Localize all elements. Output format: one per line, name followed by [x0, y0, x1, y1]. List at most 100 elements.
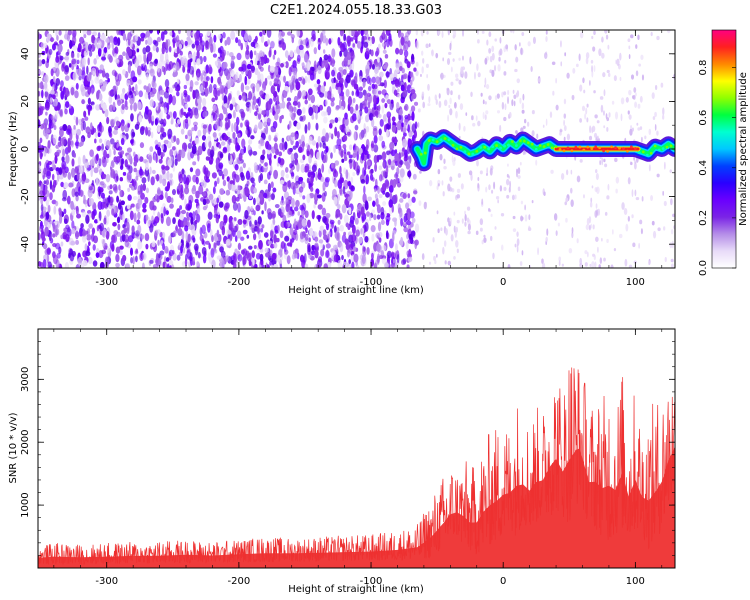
spectrogram-noise-cell	[245, 170, 251, 181]
spectrogram-noise-cell	[201, 246, 207, 256]
spectrogram-noise-cell	[307, 244, 311, 253]
spectrogram-noise-cell	[403, 215, 408, 223]
signal-track-dot	[471, 152, 475, 156]
spectrogram-speckle	[531, 200, 534, 204]
spectrogram-speckle	[628, 89, 632, 96]
spectrogram-noise-cell	[65, 154, 70, 164]
spectrogram-noise-cell	[44, 184, 48, 195]
spectrogram-noise-cell	[96, 145, 101, 152]
spectrogram-noise-cell	[379, 35, 384, 43]
spectrogram-noise-cell	[370, 49, 374, 57]
spectrogram-speckle	[432, 237, 435, 243]
spectrogram-noise-cell	[102, 238, 106, 249]
spectrogram-noise-cell	[313, 83, 319, 88]
spectrogram-noise-cell	[315, 112, 318, 120]
spectrogram-noise-cell	[64, 30, 68, 41]
spectrogram-noise-cell	[233, 138, 237, 145]
spectrogram-noise-cell	[396, 101, 400, 110]
spectrogram-noise-cell	[217, 207, 220, 216]
spectrogram-noise-cell	[94, 154, 99, 165]
spectrogram-speckle	[488, 31, 492, 38]
signal-track-dot	[467, 152, 471, 156]
spectrogram-noise-cell	[76, 172, 80, 181]
spectrogram-noise-cell	[365, 68, 370, 76]
spectrogram-noise-cell	[345, 169, 349, 180]
spectrogram-noise-cell	[412, 173, 417, 180]
spectrogram-noise-cell	[411, 134, 415, 143]
signal-track-dot	[499, 146, 502, 150]
spectrogram-speckle	[604, 163, 608, 168]
spectrogram-noise-cell	[311, 140, 317, 146]
spectrogram-speckle	[499, 37, 502, 44]
spectrogram-noise-cell	[145, 162, 149, 171]
spectrogram-noise-cell	[289, 110, 293, 118]
spectrogram-speckle	[479, 227, 483, 232]
spectrogram-speckle	[584, 250, 588, 255]
spectrogram-speckle	[579, 263, 583, 268]
spectrogram-noise-cell	[269, 164, 273, 174]
spectrogram-speckle	[631, 214, 634, 219]
spectrogram-noise-cell	[311, 33, 317, 42]
spectrogram-noise-cell	[384, 54, 389, 59]
spectrogram-speckle	[585, 107, 588, 115]
spectrogram-noise-cell	[189, 256, 194, 267]
spectrogram-noise-cell	[281, 31, 285, 37]
spectrogram-speckle	[606, 117, 610, 122]
snr-frame	[37, 328, 676, 569]
spectrogram-noise-cell	[127, 164, 131, 169]
spectrogram-noise-cell	[199, 234, 204, 242]
spectrogram-noise-cell	[66, 195, 71, 205]
spectrogram-noise-cell	[255, 252, 261, 260]
spectrogram-noise-cell	[401, 74, 404, 83]
colorbar-ticks: 0.00.20.40.60.8	[698, 60, 736, 276]
spectrogram-noise-cell	[176, 137, 180, 145]
signal-track-dot	[463, 150, 467, 154]
spectrogram-noise-cell	[358, 147, 363, 155]
spectrogram-noise-cell	[160, 127, 165, 133]
spectrogram-speckle	[481, 30, 485, 34]
spectrogram-speckle	[630, 161, 633, 166]
spectrogram-noise-cell	[95, 54, 100, 60]
spectrogram-noise-cell	[154, 58, 158, 64]
spectrogram-speckle	[613, 75, 617, 82]
spectrogram-noise-cell	[39, 137, 43, 144]
spectrogram-noise-cell	[257, 112, 262, 120]
spectrogram-noise-cell	[235, 116, 240, 126]
spectrogram-noise-cell	[64, 108, 68, 115]
spectrogram-noise-cell	[258, 239, 263, 250]
spectrogram-noise-cell	[120, 137, 125, 146]
spectrogram-noise-cell	[184, 258, 188, 267]
spectrogram-speckle	[521, 216, 524, 221]
spectrogram-noise-cell	[88, 50, 93, 57]
spectrogram-speckle	[499, 124, 502, 132]
spectrogram-speckle	[524, 204, 526, 211]
spectrogram-noise-cell	[86, 233, 92, 241]
spectrogram-speckle	[527, 41, 531, 47]
spectrogram-noise-cell	[144, 106, 149, 115]
spectrogram-noise-cell	[246, 234, 250, 239]
spectrogram-noise-cell	[263, 232, 269, 238]
spectrogram-noise-cell	[209, 149, 215, 158]
spectrogram-noise-cell	[41, 237, 46, 242]
spectrogram-noise-cell	[140, 126, 146, 132]
spectrogram-noise-cell	[211, 172, 217, 179]
spectrogram-noise-cell	[192, 174, 198, 183]
spectrogram-noise-cell	[143, 64, 147, 72]
spectrogram-noise-cell	[314, 249, 319, 259]
spectrogram-speckle	[484, 77, 487, 86]
spectrogram-noise-cell	[169, 173, 173, 179]
spectrogram-noise-cell	[114, 173, 119, 183]
spectrogram-speckle	[503, 116, 507, 122]
spectrogram-noise-cell	[135, 34, 139, 42]
spectrogram-noise-cell	[350, 185, 354, 191]
spectrogram-noise-cell	[84, 116, 89, 121]
spectrogram-noise-cell	[139, 142, 145, 149]
spectrogram-speckle	[439, 153, 443, 161]
spectrogram-speckle	[601, 52, 605, 59]
spectrogram-noise-cell	[232, 261, 237, 268]
spectrogram-speckle	[543, 191, 546, 196]
spectrogram-noise-cell	[55, 200, 59, 207]
spectrogram-noise-cell	[90, 167, 93, 178]
spectrogram-noise-cell	[399, 32, 405, 38]
spectrogram-noise-cell	[134, 250, 139, 255]
